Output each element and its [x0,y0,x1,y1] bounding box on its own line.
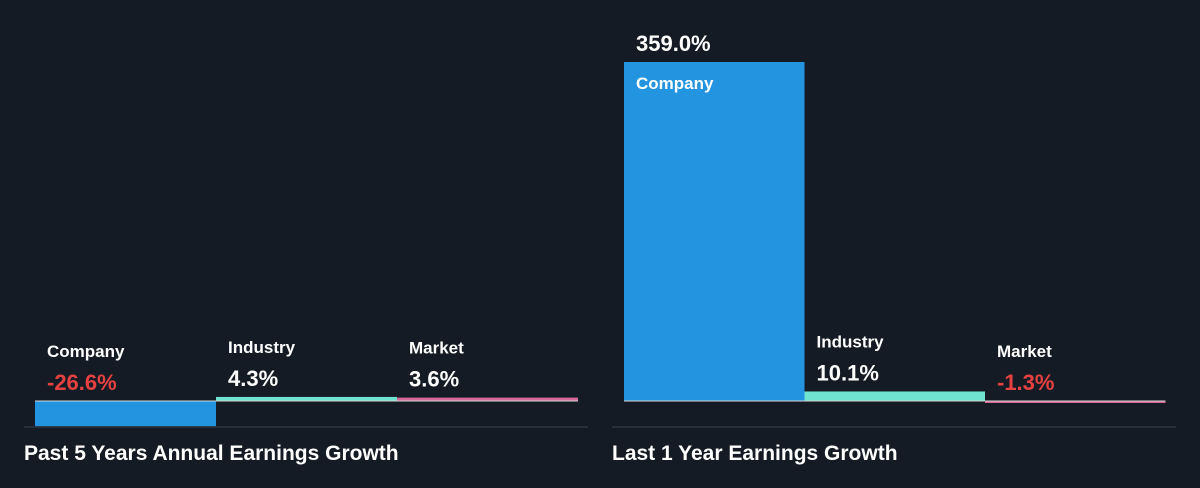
chart-title-past-5-years: Past 5 Years Annual Earnings Growth [24,442,399,465]
value-label-company-past-5-years: -26.6% [47,370,117,395]
value-label-industry-last-1-year: 10.1% [817,360,879,385]
bar-company-last-1-year [624,62,805,401]
category-label-market-past-5-years: Market [409,339,464,358]
value-label-industry-past-5-years: 4.3% [228,366,278,391]
chart-title-last-1-year: Last 1 Year Earnings Growth [612,442,898,465]
bar-industry-last-1-year [804,391,985,401]
category-label-industry-last-1-year: Industry [817,332,885,351]
category-label-industry-past-5-years: Industry [228,338,296,357]
bar-industry-past-5-years [216,396,397,401]
category-label-market-last-1-year: Market [997,342,1052,361]
category-label-company-past-5-years: Company [47,342,125,361]
value-label-company-last-1-year: 359.0% [636,31,711,56]
category-label-company-last-1-year: Company [636,74,714,93]
value-label-market-last-1-year: -1.3% [997,370,1054,395]
value-label-market-past-5-years: 3.6% [409,367,459,392]
bar-market-past-5-years [397,397,578,401]
bar-market-last-1-year [985,401,1166,403]
bar-company-past-5-years [35,401,216,427]
